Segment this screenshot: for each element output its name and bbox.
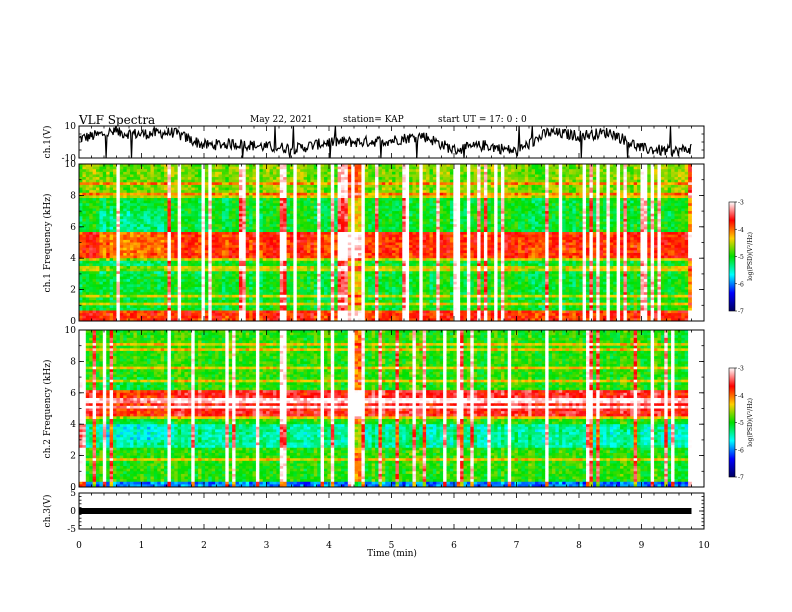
time-axis-label: Time (min) xyxy=(367,548,417,559)
y-tick-label: 8 xyxy=(70,357,76,367)
date-label: May 22, 2021 xyxy=(250,115,313,125)
y-tick-label: 10 xyxy=(65,160,77,170)
ch1-colorbar: -3 -4 -5 -6 -7 log(PSD)(V²/Hz) xyxy=(728,200,754,316)
time-tick-label: 2 xyxy=(201,541,207,551)
time-tick-label: 6 xyxy=(451,541,457,551)
time-tick-label: 7 xyxy=(514,541,520,551)
time-tick-label: 3 xyxy=(264,541,270,551)
colorbar-scale xyxy=(728,201,736,312)
colorbar-tick-label: -3 xyxy=(738,200,744,207)
colorbar-tick-label: -4 xyxy=(738,393,744,400)
colorbar-tick-label: -5 xyxy=(738,254,744,261)
ch2-spectrogram-image xyxy=(79,330,692,488)
time-tick-label: 8 xyxy=(576,541,582,551)
y-tick-label: 8 xyxy=(70,191,76,201)
time-tick-label: 5 xyxy=(389,541,395,551)
y-tick-label: 0 xyxy=(70,317,76,327)
ch1-waveform-panel: -10 10 ch.1(V) xyxy=(42,122,705,164)
colorbar-tick-label: -7 xyxy=(738,309,744,316)
time-tick-label: 10 xyxy=(698,541,710,551)
ch3-ylabel: ch.3(V) xyxy=(42,495,53,528)
time-tick-label: 9 xyxy=(639,541,645,551)
y-tick-label: 6 xyxy=(70,223,76,233)
colorbar-label: log(PSD)(V²/Hz) xyxy=(747,398,754,447)
ch3-signal-band xyxy=(79,508,692,514)
y-tick-label: 10 xyxy=(65,326,77,336)
y-tick-label: 5 xyxy=(70,489,76,499)
y-tick-label: 10 xyxy=(65,122,77,132)
start-time-label: start UT = 17: 0 : 0 xyxy=(438,115,527,125)
colorbar-tick-label: -6 xyxy=(738,447,744,454)
colorbar-tick-label: -3 xyxy=(738,366,744,373)
ch3-panel: -5 0 5 ch.3(V) xyxy=(42,489,705,535)
ch1-spectrogram-panel: 0 2 4 6 8 10 ch.1 Frequency (kHz) xyxy=(42,160,705,327)
colorbar-tick-label: -5 xyxy=(738,420,744,427)
y-tick-label: -10 xyxy=(62,154,77,164)
ch2-spectrogram-panel: 0 2 4 6 8 10 ch.2 Frequency (kHz) xyxy=(42,326,705,493)
y-tick-label: 2 xyxy=(70,286,76,296)
figure-title: VLF Spectra xyxy=(79,113,155,127)
y-tick-label: 4 xyxy=(70,254,76,264)
colorbar-label: log(PSD)(V²/Hz) xyxy=(747,232,754,281)
ch1-waveform-line xyxy=(79,125,692,159)
colorbar-tick-label: -4 xyxy=(738,227,744,234)
colorbar-tick-label: -7 xyxy=(738,475,744,482)
time-axis: 0 1 2 3 4 5 6 7 8 9 10 xyxy=(76,541,710,551)
y-tick-label: 4 xyxy=(70,420,76,430)
station-label: station= KAP xyxy=(343,115,404,125)
time-tick-label: 0 xyxy=(76,541,82,551)
colorbar-scale xyxy=(728,367,736,478)
time-tick-label: 4 xyxy=(326,541,332,551)
time-tick-label: 1 xyxy=(139,541,145,551)
y-tick-label: 2 xyxy=(70,452,76,462)
y-tick-label: -5 xyxy=(67,525,76,535)
y-tick-label: 6 xyxy=(70,389,76,399)
colorbar-tick-label: -6 xyxy=(738,281,744,288)
y-tick-label: 0 xyxy=(70,507,76,517)
ch1-waveform-ylabel: ch.1(V) xyxy=(42,126,53,159)
y-tick-label: 0 xyxy=(70,483,76,493)
ch2-spectrogram-ylabel: ch.2 Frequency (kHz) xyxy=(42,360,53,459)
ch1-spectrogram-image xyxy=(79,164,692,322)
ch1-spectrogram-ylabel: ch.1 Frequency (kHz) xyxy=(42,194,53,293)
ch2-colorbar: -3 -4 -5 -6 -7 log(PSD)(V²/Hz) xyxy=(728,366,754,482)
